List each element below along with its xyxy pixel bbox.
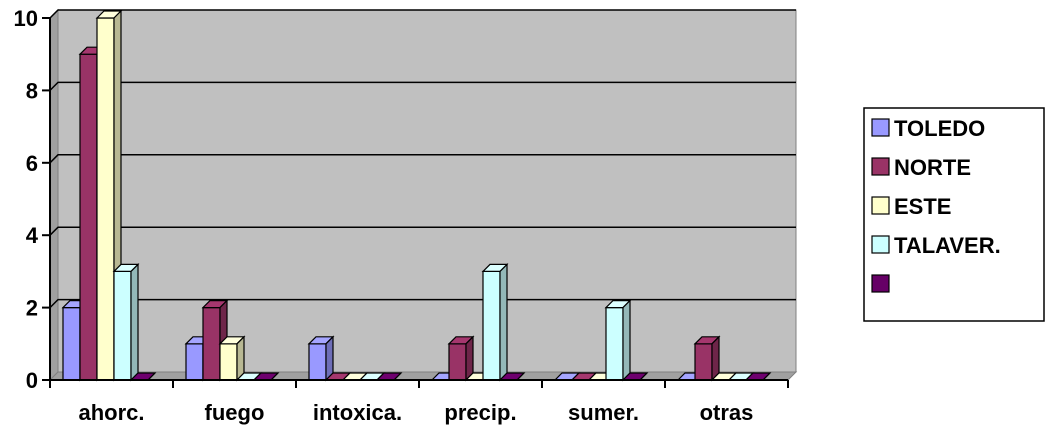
- x-category-label: ahorc.: [78, 400, 144, 425]
- bar: [218, 335, 246, 382]
- bar-side: [270, 372, 279, 381]
- bar-front: [202, 307, 221, 381]
- bar-side: [516, 372, 525, 381]
- bar-front: [482, 270, 501, 381]
- gridline: [49, 298, 796, 309]
- bar-side: [622, 299, 631, 382]
- legend-item: TOLEDO: [871, 116, 985, 141]
- gridline: [49, 81, 796, 91]
- legend-item: ESTE: [871, 194, 951, 219]
- y-tick-label: 2: [26, 296, 38, 321]
- bar-side: [130, 262, 139, 382]
- x-category-label: intoxica.: [313, 400, 402, 425]
- bar-front: [448, 343, 467, 381]
- legend-swatch: [871, 235, 890, 254]
- bar-front: [185, 343, 204, 381]
- bar: [693, 335, 721, 382]
- legend-label: ESTE: [894, 194, 951, 219]
- gridline: [49, 154, 796, 164]
- legend-swatch: [871, 157, 890, 176]
- bar: [447, 335, 475, 382]
- bar-side: [639, 372, 648, 381]
- legend-item: [871, 274, 890, 293]
- bar-front: [79, 53, 98, 381]
- y-tick-label: 4: [26, 223, 39, 248]
- bar: [604, 299, 632, 382]
- bar-side: [393, 372, 402, 381]
- legend-item: TALAVER.: [871, 233, 1001, 258]
- bar: [375, 372, 403, 381]
- plot-back-wall: [57, 9, 797, 373]
- legend-label: NORTE: [894, 155, 971, 180]
- bar-front: [96, 17, 115, 381]
- bar-side: [147, 372, 156, 381]
- bar-side: [762, 372, 771, 381]
- bar: [112, 262, 140, 382]
- gridline: [49, 226, 796, 236]
- bar: [95, 9, 123, 382]
- bar: [481, 262, 509, 382]
- bar-front: [62, 307, 81, 381]
- legend-swatch: [871, 274, 890, 293]
- y-tick-label: 10: [14, 6, 38, 31]
- bar-front: [605, 307, 624, 381]
- bar-front: [308, 343, 327, 381]
- legend-swatch: [871, 118, 890, 137]
- plot-side-wall: [49, 8, 59, 382]
- bar-front: [219, 343, 238, 381]
- legend-label: TOLEDO: [894, 116, 985, 141]
- gridline: [49, 9, 796, 19]
- y-tick-label: 8: [26, 78, 38, 103]
- bar-side: [499, 262, 508, 382]
- axes: 0 2 4 6 8 10 ahorc. fuego intoxica. precip. sumer.…: [14, 6, 789, 425]
- bar-front: [113, 270, 132, 381]
- legend-swatch: [871, 196, 890, 215]
- legend-item: NORTE: [871, 155, 971, 180]
- plot-area: [48, 8, 798, 382]
- x-category-label: otras: [700, 400, 754, 425]
- bar: [307, 335, 335, 382]
- x-category-label: sumer.: [568, 400, 639, 425]
- y-tick-label: 6: [26, 151, 38, 176]
- legend-label: TALAVER.: [894, 233, 1001, 258]
- legend: TOLEDO NORTE ESTE TALAVER.: [863, 107, 1045, 322]
- x-category-label: fuego: [205, 400, 265, 425]
- legend-box: [863, 107, 1045, 322]
- bar-front: [694, 343, 713, 381]
- x-category-label: precip.: [444, 400, 516, 425]
- y-tick-label: 0: [26, 368, 38, 393]
